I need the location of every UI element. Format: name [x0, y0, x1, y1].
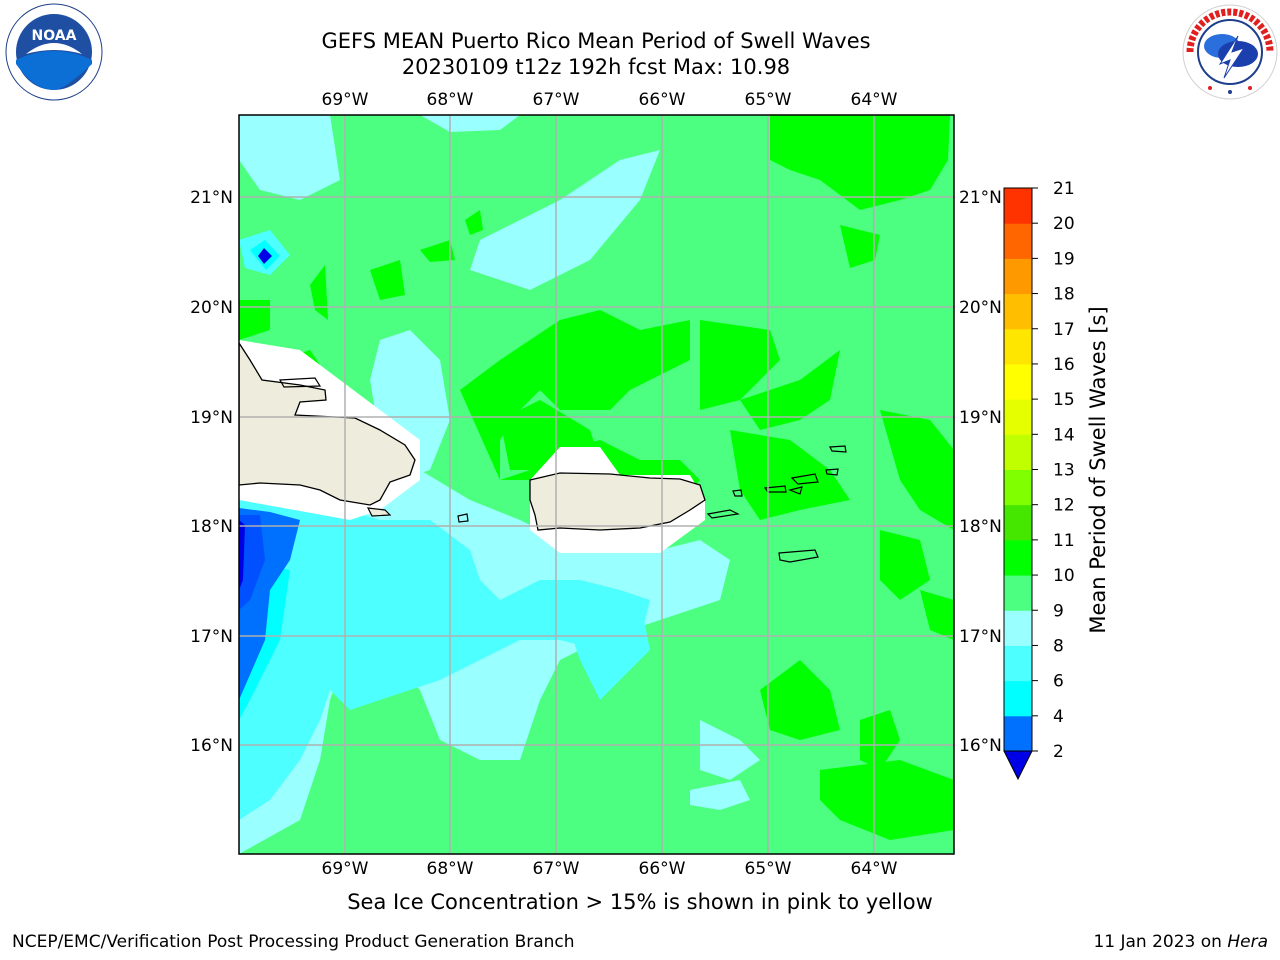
colorbar-tick-label: 4: [1053, 707, 1064, 727]
lon-label: 69°W: [322, 859, 369, 879]
lon-label: 67°W: [533, 859, 580, 879]
noaa-logo: NOAA: [5, 3, 103, 101]
colorbar-segment: [1004, 363, 1032, 400]
colorbar-tick-label: 16: [1053, 355, 1075, 375]
lon-labels-top: 69°W 68°W 67°W 66°W 65°W 64°W: [322, 90, 898, 110]
lat-label: 16°N: [959, 736, 1002, 756]
colorbar-segment: [1004, 434, 1032, 470]
footer-branch: NCEP/EMC/Verification Post Processing Pr…: [12, 932, 575, 952]
lon-label: 65°W: [745, 859, 792, 879]
footer-date-text: 11 Jan 2023 on: [1093, 932, 1228, 952]
colorbar-segment: [1004, 715, 1032, 752]
colorbar-tick-label: 13: [1053, 461, 1075, 481]
colorbar-segment: [1004, 469, 1032, 506]
lon-label: 67°W: [533, 90, 580, 110]
lat-label: 20°N: [959, 298, 1002, 318]
lon-label: 68°W: [427, 90, 474, 110]
colorbar-segment: [1004, 188, 1032, 224]
footer-date: 11 Jan 2023 on Hera: [1093, 932, 1268, 952]
lat-label: 17°N: [959, 627, 1002, 647]
colorbar-segment: [1004, 680, 1032, 717]
lon-label: 69°W: [322, 90, 369, 110]
lon-label: 64°W: [851, 859, 898, 879]
lat-label: 16°N: [190, 736, 233, 756]
noaa-logo-text: NOAA: [32, 28, 77, 44]
colorbar-tick-label: 15: [1053, 390, 1075, 410]
colorbar-segment: [1004, 223, 1032, 259]
colorbar-tick-label: 10: [1053, 566, 1075, 586]
hispaniola-land: [239, 341, 416, 506]
lon-label: 66°W: [639, 90, 686, 110]
lat-labels-right: 21°N 20°N 19°N 18°N 17°N 16°N: [959, 188, 1002, 756]
colorbar-tick-label: 17: [1053, 320, 1075, 340]
colorbar-tick-label: 6: [1053, 672, 1064, 692]
colorbar-tick-label: 20: [1053, 214, 1075, 234]
lon-label: 68°W: [427, 859, 474, 879]
colorbar-under-triangle: [1003, 750, 1033, 781]
map-gridlines: [239, 115, 954, 854]
colorbar-tick-label: 11: [1053, 531, 1075, 551]
lat-label: 18°N: [190, 517, 233, 537]
colorbar-tick-label: 21: [1053, 179, 1075, 199]
lat-label: 17°N: [190, 627, 233, 647]
lat-label: 19°N: [959, 408, 1002, 428]
plot-title: GEFS MEAN Puerto Rico Mean Period of Swe…: [321, 29, 871, 53]
lat-label: 18°N: [959, 517, 1002, 537]
colorbar: 2 4 6 8 9 10 11 12 13 14 15 16 17 18 19 20 21: [1003, 179, 1075, 781]
lon-label: 65°W: [745, 90, 792, 110]
lon-label: 66°W: [639, 859, 686, 879]
sea-ice-caption: Sea Ice Concentration > 15% is shown in …: [347, 890, 933, 914]
plot-subtitle: 20230109 t12z 192h fcst Max: 10.98: [401, 55, 791, 79]
colorbar-segment: [1004, 399, 1032, 435]
lon-labels-bottom: 69°W 68°W 67°W 66°W 65°W 64°W: [322, 859, 898, 879]
lat-label: 21°N: [190, 188, 233, 208]
lat-labels-left: 21°N 20°N 19°N 18°N 17°N 16°N: [190, 188, 233, 756]
lat-label: 19°N: [190, 408, 233, 428]
colorbar-segment: [1004, 328, 1032, 365]
colorbar-label: Mean Period of Swell Waves [s]: [1086, 306, 1110, 633]
colorbar-tick-label: 14: [1053, 425, 1075, 445]
colorbar-segment: [1004, 293, 1032, 330]
colorbar-segment: [1004, 610, 1032, 646]
footer-host: Hera: [1227, 932, 1268, 952]
colorbar-segment: [1004, 575, 1032, 611]
lat-label: 20°N: [190, 298, 233, 318]
colorbar-tick-label: 8: [1053, 636, 1064, 656]
swell-field: [239, 115, 954, 854]
lat-label: 21°N: [959, 188, 1002, 208]
map-frame: [238, 114, 955, 855]
colorbar-segment: [1004, 258, 1032, 295]
colorbar-tick-label: 18: [1053, 285, 1075, 305]
colorbar-tick-label: 12: [1053, 496, 1075, 516]
nws-logo: [1182, 4, 1278, 100]
colorbar-segment: [1004, 645, 1032, 682]
colorbar-tick-label: 19: [1053, 249, 1075, 269]
colorbar-segment: [1004, 504, 1032, 541]
colorbar-tick-label: 2: [1053, 742, 1064, 762]
colorbar-segment: [1004, 539, 1032, 576]
colorbar-tick-label: 9: [1053, 601, 1064, 621]
lon-label: 64°W: [851, 90, 898, 110]
